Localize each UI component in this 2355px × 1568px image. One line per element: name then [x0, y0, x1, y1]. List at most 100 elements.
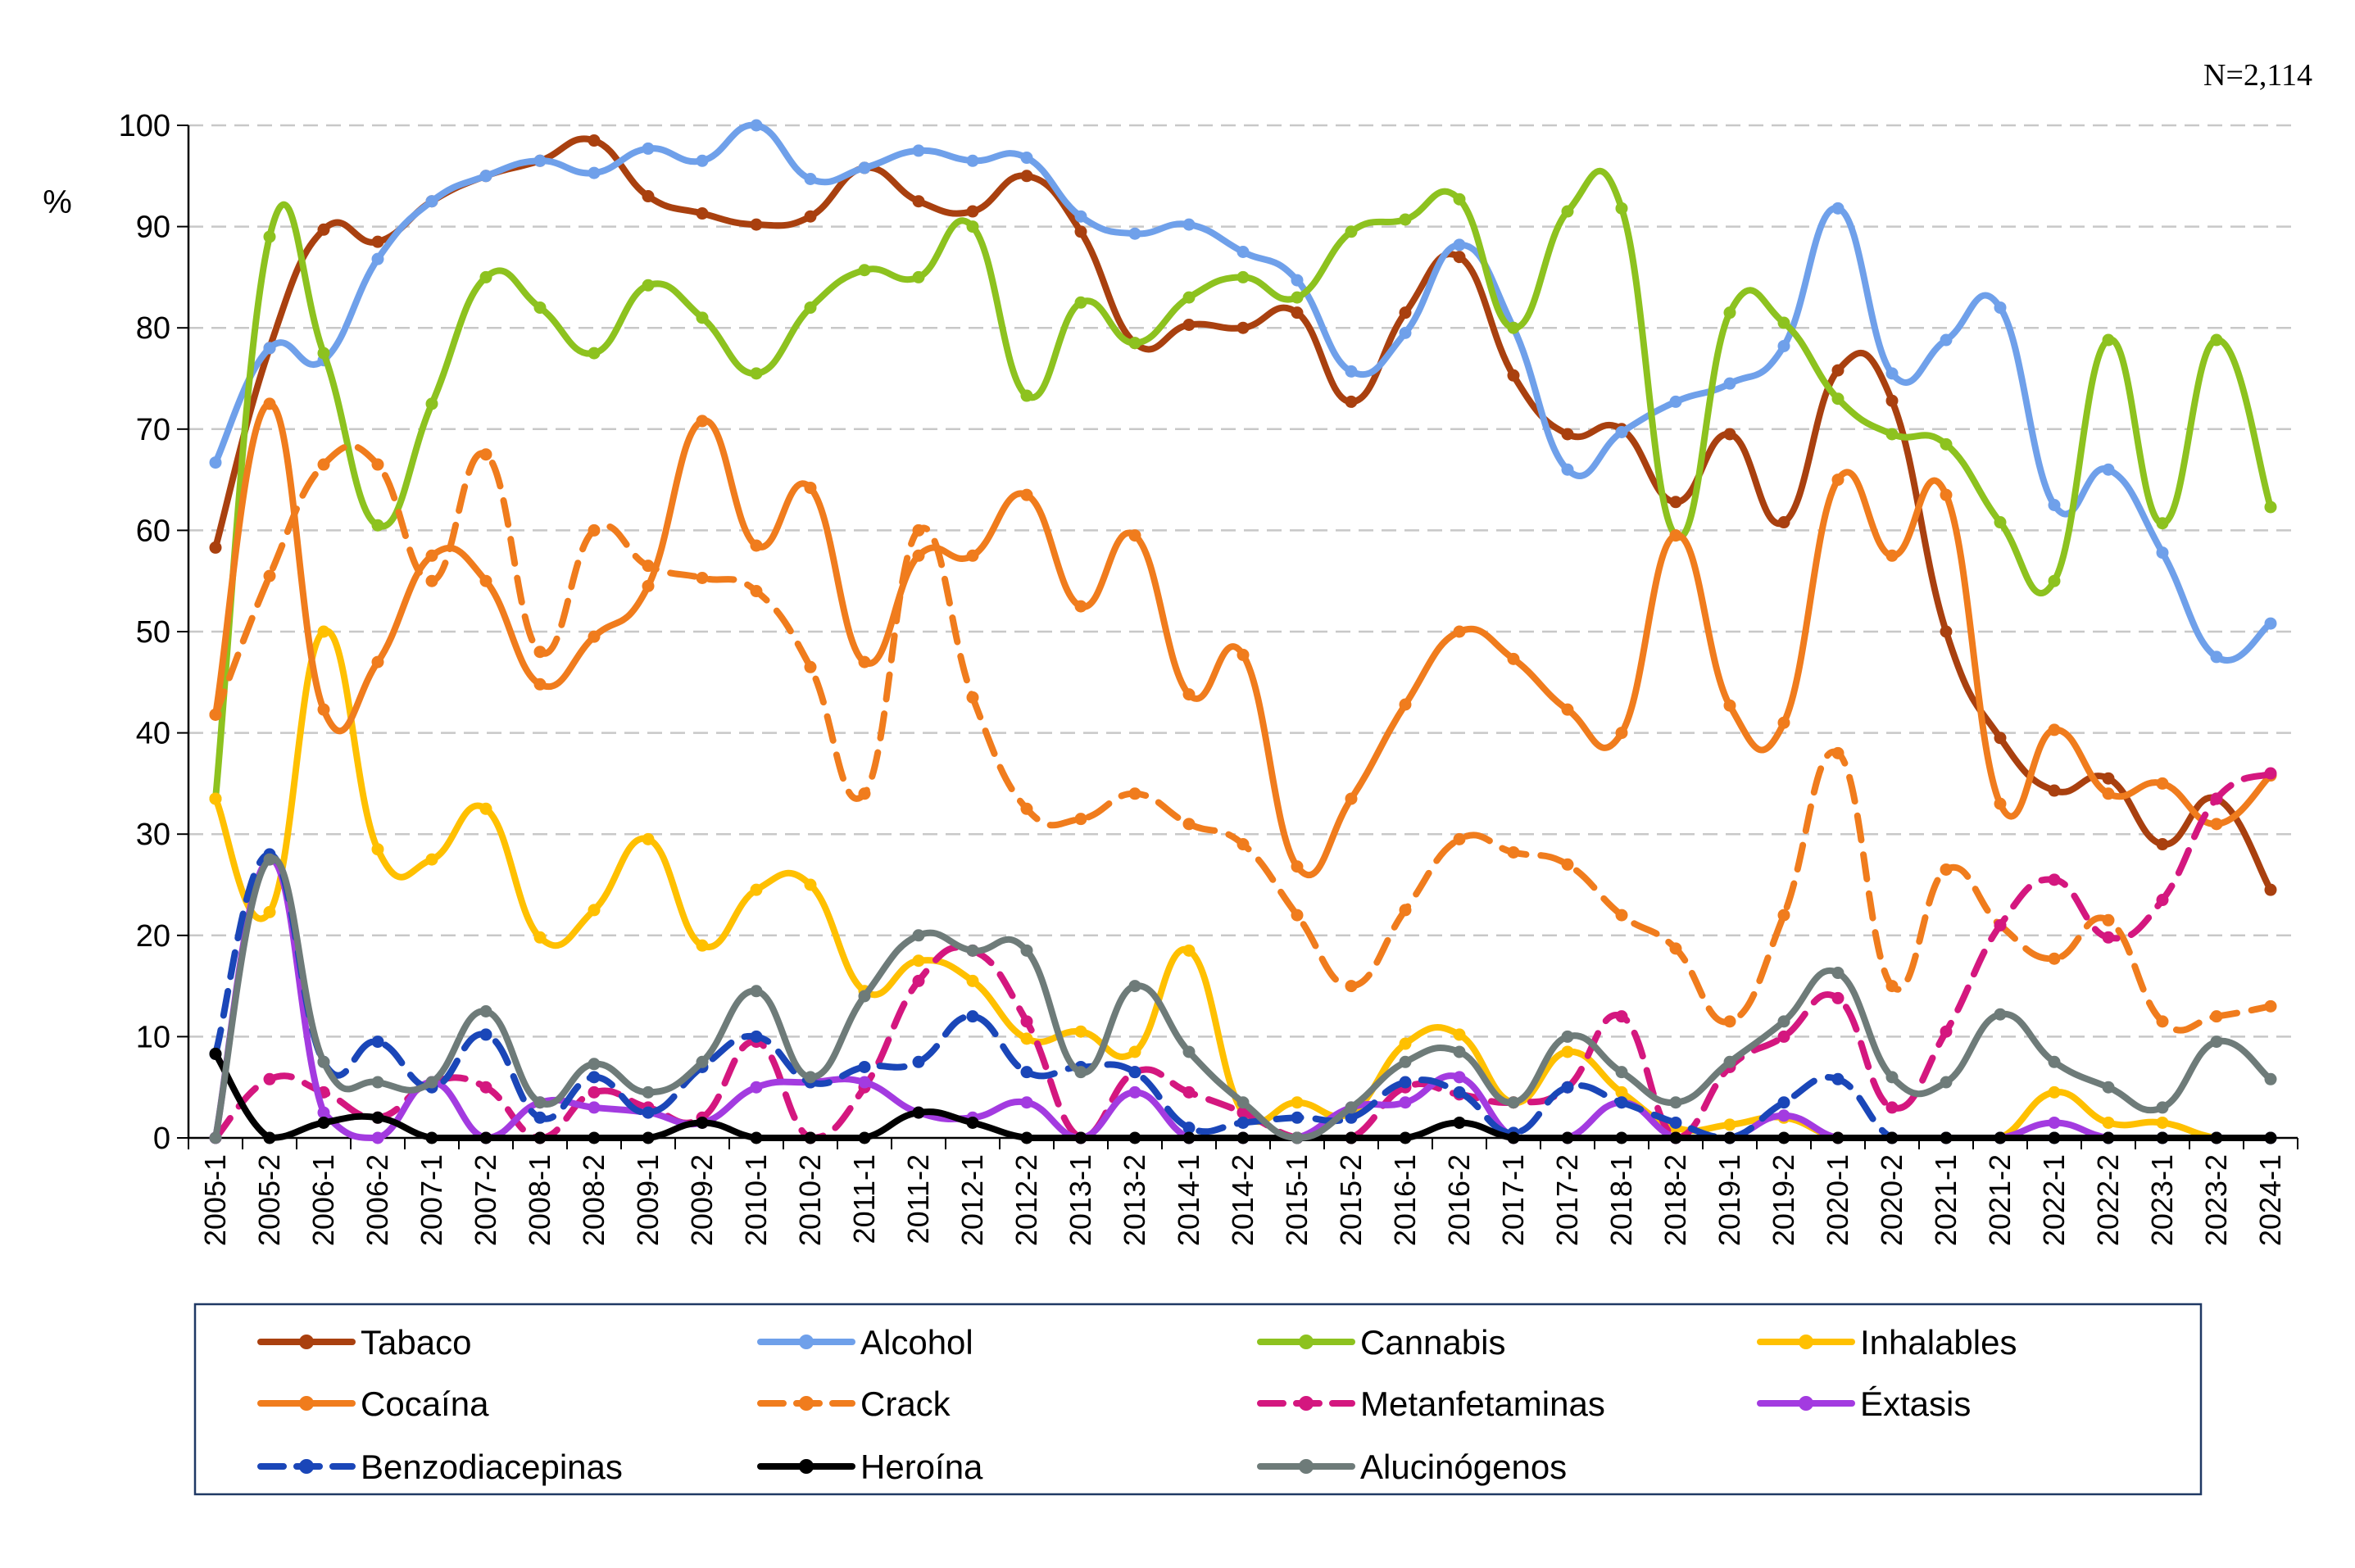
- x-tick-label: 2015-2: [1334, 1154, 1368, 1246]
- data-point: [1615, 1066, 1628, 1079]
- x-tick-label: 2009-2: [685, 1154, 719, 1246]
- data-point: [1885, 367, 1899, 380]
- data-point: [858, 990, 871, 1003]
- data-point: [2102, 931, 2115, 944]
- data-point: [209, 1131, 222, 1144]
- data-point: [1885, 1071, 1899, 1084]
- x-tick-label: 2012-2: [1010, 1154, 1043, 1246]
- data-point: [588, 904, 601, 917]
- data-point: [1128, 787, 1141, 800]
- data-point: [1182, 1045, 1196, 1058]
- data-point: [858, 264, 871, 277]
- data-point: [1777, 1109, 1790, 1122]
- data-point: [1020, 1096, 1033, 1109]
- data-point: [2210, 1010, 2223, 1023]
- data-point: [1994, 797, 2007, 810]
- data-point: [1831, 392, 1845, 406]
- series-alcohol: [209, 119, 2277, 664]
- data-point: [317, 223, 330, 236]
- data-point: [588, 134, 601, 147]
- data-point: [2264, 1131, 2277, 1144]
- data-point: [1615, 727, 1628, 740]
- data-point: [1182, 1085, 1196, 1099]
- x-tick-label: 2020-2: [1875, 1154, 1908, 1246]
- data-point: [1669, 529, 1682, 542]
- data-point: [1128, 529, 1141, 542]
- data-point: [1561, 1131, 1574, 1144]
- data-point: [425, 397, 438, 410]
- data-point: [1994, 1008, 2007, 1021]
- data-point: [1994, 516, 2007, 529]
- data-point: [1182, 818, 1196, 831]
- data-point: [1669, 496, 1682, 509]
- data-point: [317, 347, 330, 360]
- data-point: [2102, 1131, 2115, 1144]
- data-point: [1291, 1096, 1304, 1109]
- data-point: [1885, 1131, 1899, 1144]
- data-point: [1074, 1131, 1087, 1144]
- data-point: [1020, 1032, 1033, 1045]
- y-tick-label: 10: [136, 1020, 170, 1054]
- x-tick-label: 2023-1: [2145, 1154, 2179, 1246]
- data-point: [1182, 218, 1196, 231]
- data-point: [696, 1116, 709, 1129]
- data-point: [2264, 501, 2277, 514]
- data-point: [1345, 1131, 1358, 1144]
- legend-marker: [1299, 1335, 1314, 1349]
- data-point: [1453, 238, 1466, 252]
- data-point: [1291, 291, 1304, 304]
- data-point: [263, 1131, 276, 1144]
- data-point: [750, 367, 763, 380]
- data-point: [371, 519, 384, 532]
- x-tick-label: 2022-1: [2037, 1154, 2071, 1246]
- data-point: [371, 843, 384, 856]
- data-point: [2156, 1101, 2169, 1114]
- data-point: [1561, 205, 1574, 218]
- data-point: [317, 458, 330, 471]
- data-point: [1128, 337, 1141, 350]
- x-tick-label: 2018-1: [1604, 1154, 1638, 1246]
- data-point: [1507, 845, 1520, 859]
- data-point: [1074, 210, 1087, 223]
- data-point: [966, 220, 979, 233]
- data-point: [317, 625, 330, 638]
- data-point: [1615, 1085, 1628, 1099]
- data-point: [804, 1071, 817, 1084]
- data-point: [588, 1085, 601, 1099]
- data-point: [1128, 227, 1141, 240]
- data-point: [1020, 170, 1033, 183]
- data-point: [1236, 1131, 1250, 1144]
- data-point: [2048, 1055, 2061, 1068]
- data-point: [2210, 792, 2223, 805]
- data-point: [1182, 688, 1196, 701]
- x-tick-label: 2011-2: [901, 1154, 935, 1244]
- data-point: [1236, 838, 1250, 851]
- data-point: [371, 1111, 384, 1124]
- data-point: [2210, 818, 2223, 831]
- data-point: [966, 691, 979, 704]
- data-point: [912, 195, 925, 208]
- data-point: [1507, 369, 1520, 382]
- data-point: [2048, 784, 2061, 797]
- data-point: [966, 944, 979, 957]
- data-point: [750, 883, 763, 896]
- legend-label: Metanfetaminas: [1360, 1384, 1605, 1423]
- data-point: [2048, 952, 2061, 965]
- data-point: [804, 1131, 817, 1144]
- data-point: [479, 1028, 492, 1041]
- data-point: [912, 270, 925, 283]
- data-point: [1777, 339, 1790, 352]
- data-point: [263, 230, 276, 243]
- data-point: [1615, 1096, 1628, 1109]
- data-point: [1561, 1030, 1574, 1043]
- data-point: [1994, 301, 2007, 314]
- data-point: [1128, 1045, 1141, 1058]
- x-tick-label: 2007-1: [415, 1154, 448, 1246]
- data-point: [1561, 463, 1574, 476]
- data-point: [1182, 291, 1196, 304]
- y-tick-label: 80: [136, 311, 170, 346]
- series-line: [212, 400, 2274, 878]
- data-point: [263, 342, 276, 355]
- x-tick-label: 2016-2: [1442, 1154, 1476, 1246]
- series-line: [212, 121, 2274, 664]
